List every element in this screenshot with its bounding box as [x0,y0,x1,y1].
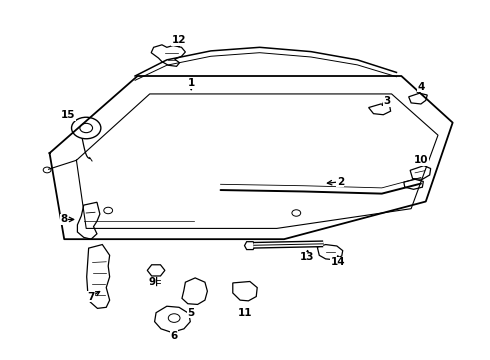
Polygon shape [245,242,255,249]
Text: 13: 13 [300,252,315,262]
Polygon shape [409,93,427,104]
Polygon shape [318,244,343,260]
Text: 2: 2 [337,177,344,187]
Text: 3: 3 [383,96,391,106]
Text: 1: 1 [188,78,195,88]
Polygon shape [151,45,185,66]
Polygon shape [368,104,391,115]
Text: 12: 12 [172,35,186,45]
Text: 8: 8 [61,215,68,224]
Text: 15: 15 [61,111,75,121]
Text: 5: 5 [188,308,195,318]
Polygon shape [147,265,165,276]
Polygon shape [155,306,190,332]
Text: 6: 6 [171,331,178,341]
Text: 7: 7 [87,292,95,302]
Text: 14: 14 [331,257,345,267]
Circle shape [72,117,101,139]
Polygon shape [77,202,100,239]
Text: 9: 9 [148,277,156,287]
Polygon shape [410,166,431,179]
Text: 11: 11 [238,308,252,318]
Text: 10: 10 [414,155,428,165]
Polygon shape [182,278,207,305]
Polygon shape [233,282,257,301]
Text: 4: 4 [417,82,425,92]
Polygon shape [87,244,110,309]
Polygon shape [404,179,423,189]
